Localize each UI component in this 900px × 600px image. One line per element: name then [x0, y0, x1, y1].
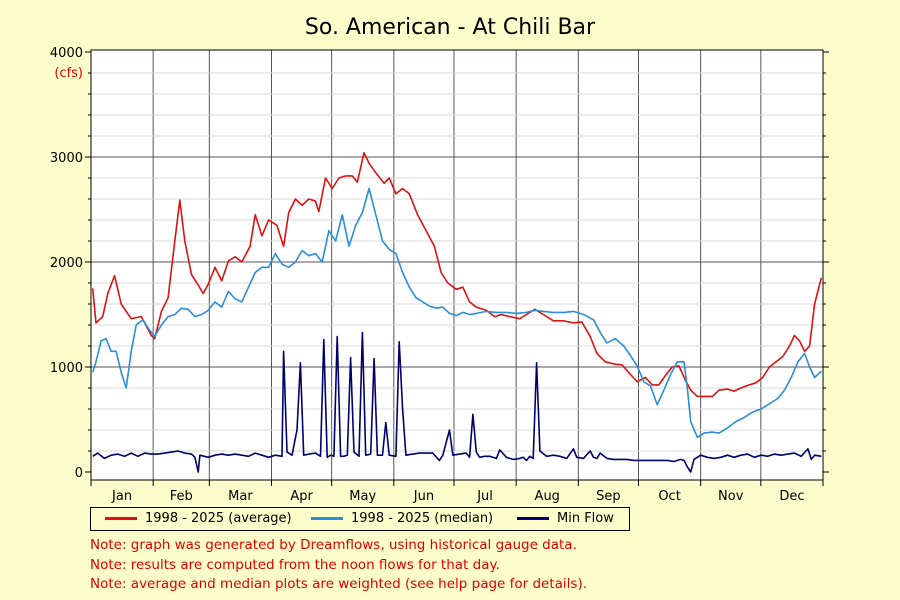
y-tick-label: 2000 [50, 256, 83, 271]
y-tick-label: 0 [75, 466, 83, 481]
x-tick-label: May [349, 489, 376, 504]
x-tick-label: Oct [658, 489, 680, 504]
series-line [91, 187, 822, 439]
legend-item-median: 1998 - 2025 (median) [311, 511, 493, 526]
axis-labels: 0 1000 2000 3000 4000 Jan Feb Mar Apr May Jun Jul Au… [50, 46, 805, 504]
x-tick-label: Jun [413, 489, 434, 504]
note-line: Note: average and median plots are weigh… [90, 576, 588, 592]
x-tick-label: Apr [290, 489, 313, 504]
legend-item-min-flow: Min Flow [517, 511, 614, 526]
legend-swatch-average [105, 517, 137, 520]
x-tick-label: Aug [535, 489, 560, 504]
legend-swatch-min-flow [517, 517, 549, 520]
y-tick-label: 1000 [50, 361, 83, 376]
series-line [91, 152, 823, 398]
chart-title: So. American - At Chili Bar [305, 15, 596, 40]
x-tick-label: Dec [779, 489, 804, 504]
y-axis-unit: (cfs) [54, 66, 83, 81]
legend-label-min-flow: Min Flow [557, 511, 614, 526]
grid [91, 50, 823, 480]
y-tick-label: 4000 [50, 46, 83, 61]
y-tick-label: 3000 [50, 151, 83, 166]
legend-swatch-median [311, 517, 343, 520]
x-tick-label: Jul [476, 489, 493, 504]
series-layer [91, 152, 823, 473]
note-line: Note: results are computed from the noon… [90, 556, 500, 573]
x-tick-label: Mar [228, 489, 253, 504]
x-tick-label: Nov [718, 489, 744, 504]
x-tick-label: Sep [596, 489, 621, 504]
note-line: Note: graph was generated by Dreamflows,… [90, 537, 577, 553]
notes: Note: graph was generated by Dreamflows,… [90, 536, 587, 595]
legend: 1998 - 2025 (average) 1998 - 2025 (media… [90, 507, 630, 531]
axis-ticks [85, 51, 829, 486]
legend-label-average: 1998 - 2025 (average) [145, 511, 292, 526]
series-line [92, 331, 822, 473]
x-tick-label: Jan [111, 489, 132, 504]
plot-border [90, 49, 824, 481]
legend-label-median: 1998 - 2025 (median) [351, 511, 494, 526]
legend-item-average: 1998 - 2025 (average) [105, 511, 292, 526]
x-tick-label: Feb [170, 489, 193, 504]
